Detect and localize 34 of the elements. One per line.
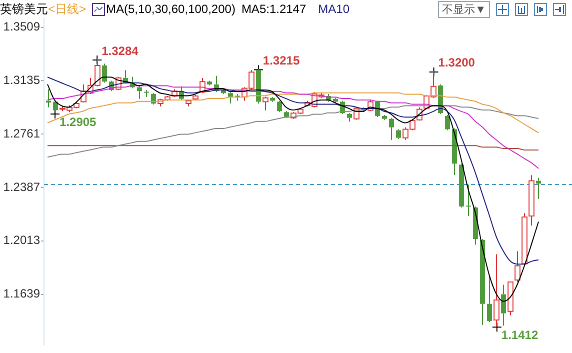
candlestick	[228, 92, 233, 104]
candlestick	[144, 90, 149, 98]
annotation: 1.2905	[60, 114, 97, 129]
candlestick	[347, 112, 352, 122]
y-tick-label: 1.3509	[3, 20, 40, 34]
y-tick-label: 1.3135	[3, 73, 40, 88]
candlestick	[207, 80, 212, 86]
candlestick	[277, 100, 282, 113]
annotation: MA(5,10,30,60,100,200)	[106, 2, 236, 16]
y-tick-label: 1.2761	[3, 126, 40, 140]
annotation: 1.3215	[262, 54, 300, 68]
text: MA5:1.2147	[241, 2, 306, 16]
annotation: 1.3200	[438, 56, 476, 70]
y-tick-label: 1.1639	[3, 286, 40, 301]
candlestick	[256, 68, 261, 104]
candlestick	[452, 128, 457, 176]
candlestick	[480, 238, 485, 326]
annotation: 不显示▼	[438, 0, 490, 18]
annotation: 1.1412	[501, 328, 538, 342]
chart-title: 英镑美元	[0, 0, 48, 18]
candlestick	[389, 117, 394, 140]
y-tick-label: 1.2387	[3, 180, 40, 194]
candlestick	[151, 92, 156, 106]
candlestick	[382, 114, 387, 120]
text: MA10	[318, 2, 350, 16]
y-tick-label: 1.2013	[3, 233, 40, 248]
candlestick	[487, 274, 492, 322]
candlestick	[137, 84, 142, 100]
chart-subtitle: <日线>	[48, 0, 86, 18]
candlestick	[466, 184, 471, 217]
candlestick	[46, 88, 51, 108]
candlestick	[102, 63, 107, 84]
candlestick	[501, 284, 506, 326]
annotation: 1.3284	[102, 44, 139, 58]
